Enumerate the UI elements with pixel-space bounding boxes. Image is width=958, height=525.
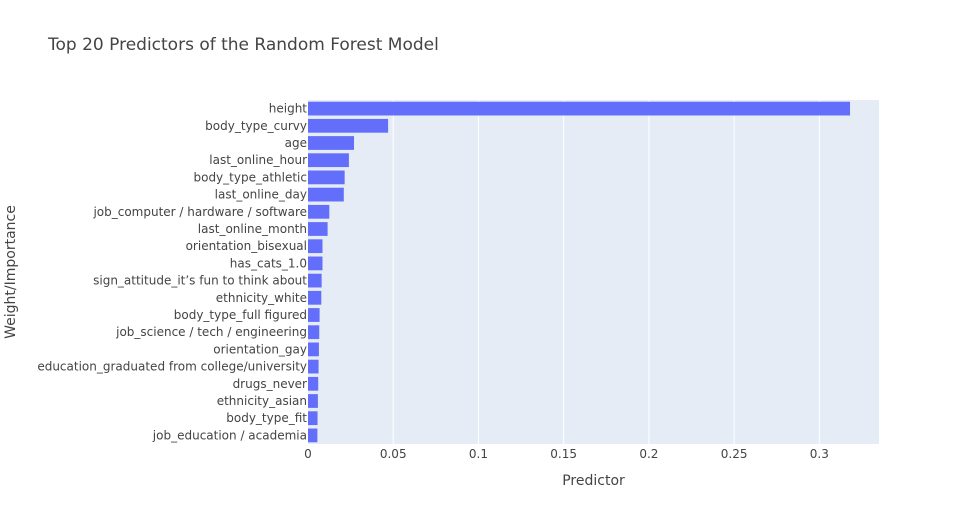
gridlines [392, 100, 820, 444]
category-label: job_science / tech / engineering [115, 325, 307, 339]
plot-area [308, 100, 879, 444]
bar [308, 428, 318, 443]
category-label: last_online_hour [209, 153, 307, 167]
category-label: height [269, 102, 308, 116]
bar [308, 290, 322, 305]
x-tick-label: 0.2 [639, 447, 658, 461]
bar [308, 394, 318, 408]
y-axis-title: Weight/Importance [3, 205, 19, 339]
category-label: body_type_curvy [205, 119, 307, 133]
x-tick-label: 0.25 [721, 447, 748, 461]
category-label: last_online_month [198, 222, 307, 236]
category-label: ethnicity_white [216, 291, 307, 305]
category-label: drugs_never [233, 377, 307, 391]
category-label: education_graduated from college/univers… [37, 360, 307, 374]
bar [308, 256, 323, 271]
category-label: sign_attitude_it’s fun to think about [93, 274, 307, 288]
x-tick-label: 0.3 [810, 447, 829, 461]
bar [308, 118, 389, 133]
category-label: body_type_fit [226, 411, 307, 425]
x-axis-title: Predictor [562, 473, 625, 489]
category-label: has_cats_1.0 [230, 256, 307, 270]
bar [308, 222, 328, 236]
bar [308, 273, 322, 288]
bar [308, 204, 330, 219]
bar [308, 308, 320, 322]
category-label: job_education / academia [152, 428, 307, 442]
bar [308, 359, 319, 374]
category-label: body_type_full figured [174, 308, 307, 322]
x-tick-label: 0.15 [550, 447, 577, 461]
x-tick-label: 0.1 [469, 447, 488, 461]
category-label: job_computer / hardware / software [92, 205, 307, 219]
x-tick-label: 0 [304, 447, 312, 461]
bar [308, 342, 319, 357]
bar [308, 187, 344, 202]
bar [308, 153, 349, 168]
bars [308, 101, 851, 443]
bar [308, 325, 320, 340]
category-label: orientation_bisexual [186, 239, 307, 253]
bar [308, 170, 345, 185]
x-tick-labels: 0 0.05 0.1 0.15 0.2 0.25 0.3 [304, 447, 829, 461]
category-label: orientation_gay [213, 342, 307, 356]
bar [308, 239, 323, 254]
category-label: ethnicity_asian [217, 394, 307, 408]
category-label: body_type_athletic [193, 170, 307, 184]
category-label: last_online_day [215, 188, 307, 202]
bar [308, 376, 319, 391]
bar [308, 136, 355, 150]
x-tick-label: 0.05 [380, 447, 407, 461]
category-label: age [285, 136, 307, 150]
bar [308, 411, 318, 426]
bar [308, 101, 851, 116]
chart-title: Top 20 Predictors of the Random Forest M… [47, 35, 439, 55]
